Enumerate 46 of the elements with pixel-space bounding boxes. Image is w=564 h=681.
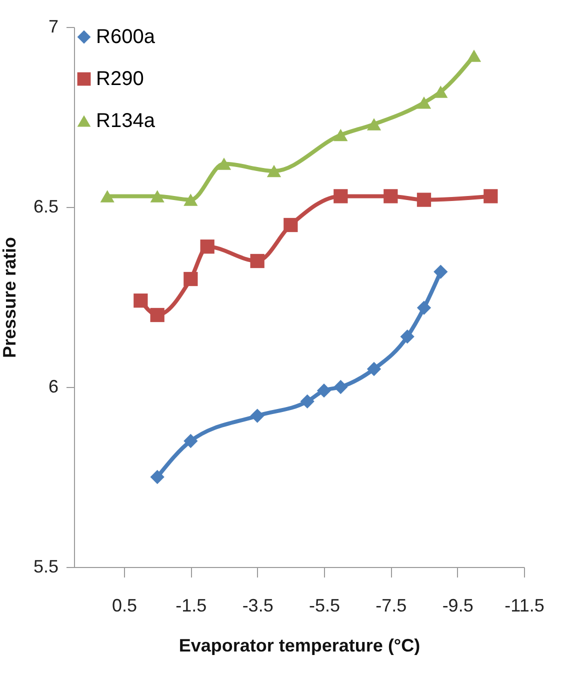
point — [134, 294, 148, 308]
x-tick-label: -11.5 — [504, 596, 544, 616]
point — [434, 86, 448, 98]
point — [366, 362, 382, 376]
legend-label: R290 — [96, 68, 144, 90]
point — [434, 264, 448, 279]
legend-label: R134a — [96, 110, 156, 132]
point — [184, 434, 198, 448]
point — [384, 189, 398, 204]
x-tick-label: 0.5 — [112, 596, 138, 616]
x-axis-title: Evaporator temperature (°C) — [178, 636, 420, 656]
point — [416, 192, 432, 207]
point — [200, 240, 214, 254]
point — [484, 189, 498, 204]
point — [150, 190, 164, 202]
x-tick-label: -3.5 — [242, 596, 274, 616]
point — [400, 330, 414, 344]
x-tick-label: -9.5 — [442, 596, 474, 616]
x-tick-label: -7.5 — [376, 596, 407, 616]
point — [334, 128, 348, 142]
point — [150, 308, 164, 322]
point — [216, 158, 232, 170]
legend-label: R600a — [96, 26, 156, 48]
x-tick-label: -1.5 — [176, 596, 207, 616]
y-tick-label: 6 — [48, 376, 58, 396]
point — [184, 272, 198, 286]
point — [334, 380, 348, 394]
x-tick-label: -5.5 — [308, 596, 340, 616]
point — [366, 118, 382, 130]
point — [284, 218, 298, 232]
point — [150, 470, 164, 484]
y-tick-label: 7 — [48, 16, 58, 36]
point — [416, 96, 432, 109]
point — [334, 189, 348, 204]
point — [100, 190, 114, 202]
point — [316, 384, 332, 398]
point — [266, 164, 282, 178]
point — [416, 300, 432, 315]
point — [300, 394, 314, 408]
point — [250, 254, 264, 268]
y-tick-label: 6.5 — [33, 196, 58, 216]
y-axis-title: Pressure ratio — [0, 236, 20, 358]
point — [184, 194, 198, 206]
point — [466, 50, 482, 62]
y-tick-label: 5.5 — [33, 556, 58, 576]
point — [250, 408, 264, 423]
